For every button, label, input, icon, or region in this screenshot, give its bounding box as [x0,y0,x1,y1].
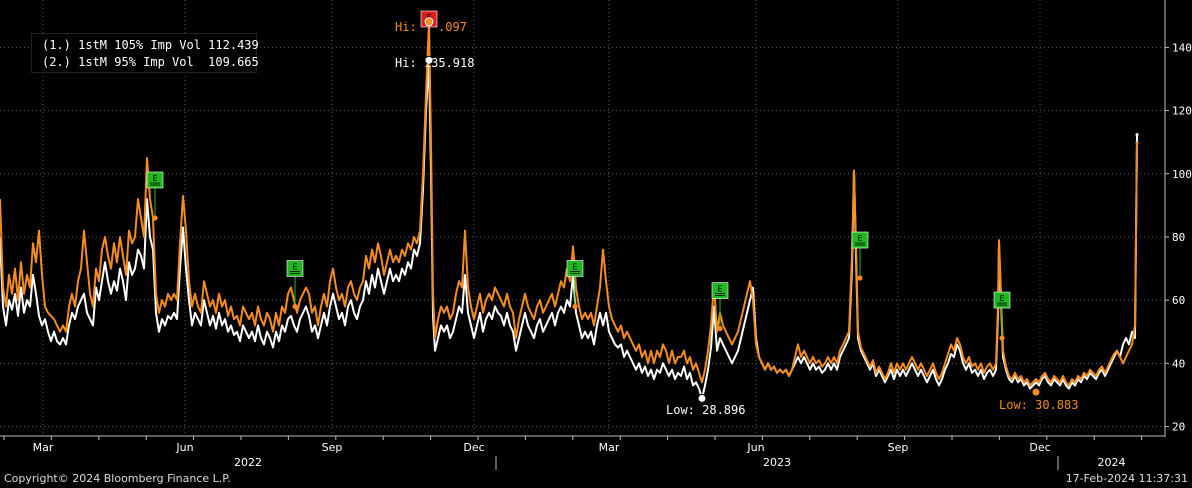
y-tick-label: 60 [1172,294,1185,307]
x-month-label: Jun [746,441,764,454]
series-line-2 [0,20,1138,387]
x-year-label: 2023 [763,456,791,469]
x-month-label: Dec [463,441,484,454]
x-month-label: Mar [599,441,620,454]
event-marker-label: E [717,285,722,294]
hi-orange-value: .097 [438,20,467,34]
event-marker-label: E [152,174,157,183]
event-marker-label: E [999,294,1004,303]
x-month-label: Dec [1029,441,1050,454]
last-point-2 [1135,141,1139,145]
x-month-label: Jun [175,441,193,454]
chart-legend: (1.) 1stM 105% Imp Vol 112.439 (2.) 1stM… [31,33,259,73]
series-line-1 [0,59,1138,400]
y-tick-label: 120 [1172,105,1192,118]
y-tick-label: 100 [1172,168,1192,181]
event-marker-label: E [572,262,577,271]
hi-white-dot [424,55,434,65]
event-marker-box [146,171,164,189]
legend-label-2: (2.) 1stM 95% Imp Vol 109.665 [42,55,259,69]
hi-white-label: Hi: 135.918 [395,56,474,70]
event-marker-box [993,291,1011,309]
y-tick-label: 40 [1172,357,1185,370]
event-point [572,303,578,310]
low-white-dot [697,393,707,403]
event-point [717,325,723,332]
low-white-label: Low: 28.896 [666,403,745,417]
y-tick-label: 20 [1172,421,1185,434]
volatility-chart: 20 40 60 80 100 120 140 Mar Jun Sep Dec Mar Jun Sep De… [0,0,1192,470]
event-marker-box [711,282,729,299]
low-orange-dot [1031,387,1041,397]
event-marker-box [286,260,304,277]
legend-label-1: (1.) 1stM 105% Imp Vol 112.439 [42,38,259,52]
hi-orange-label: Hi: [395,20,417,34]
timestamp-text: 17-Feb-2024 11:37:31 [1065,472,1188,485]
copyright-text: Copyright© 2024 Bloomberg Finance L.P. [4,472,231,485]
legend-entry-white: (1.) 1stM 105% Imp Vol 112.439 [38,37,259,54]
event-point [999,335,1005,341]
event-marker-label: E [857,234,862,243]
event-point [292,303,298,310]
legend-entry-orange: (2.) 1stM 95% Imp Vol 109.665 [38,54,259,71]
last-point-1 [1135,133,1139,137]
x-month-label: Mar [33,441,54,454]
x-month-label: Sep [322,441,343,454]
y-tick-label: 140 [1172,41,1192,54]
event-marker-label: E [292,262,297,271]
x-year-label: 2022 [234,456,262,469]
low-orange-label: Low: 30.883 [999,398,1078,412]
x-month-label: Sep [888,441,909,454]
hi-orange-dot [424,17,434,27]
event-marker-box [566,260,584,277]
event-point [857,275,863,281]
y-tick-label: 80 [1172,231,1185,244]
event-marker-box [851,231,869,249]
event-point [152,215,158,221]
x-year-label: 2024 [1098,456,1126,469]
